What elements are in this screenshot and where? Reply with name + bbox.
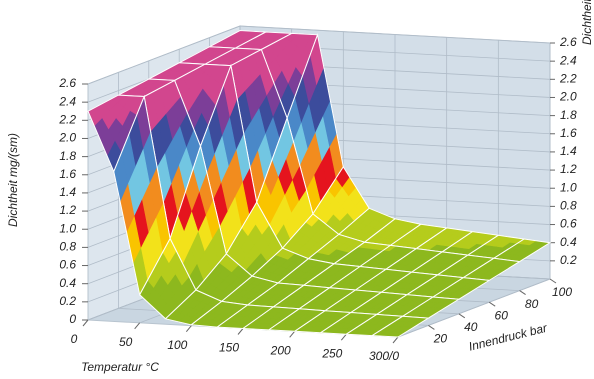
surface-cell xyxy=(370,315,430,338)
x-tick-label: 0 xyxy=(71,332,78,346)
surface-cell xyxy=(312,165,370,236)
surface-cell xyxy=(241,306,301,331)
surface-cell xyxy=(276,258,336,286)
z2-tick-label: 0.4 xyxy=(560,235,577,249)
x-tick xyxy=(289,331,296,338)
y-axis-title: Innendruck bar xyxy=(467,320,549,353)
surface-cell xyxy=(87,94,145,173)
surface-cell xyxy=(302,263,362,289)
surface-cell xyxy=(318,311,379,335)
y-tick xyxy=(458,313,466,319)
surface-cell xyxy=(189,300,249,328)
z-tick-label: 2.0 xyxy=(58,131,76,145)
grid-line xyxy=(397,278,551,338)
surface-cell xyxy=(143,79,202,239)
surface-cell xyxy=(251,247,310,284)
surface-cell xyxy=(358,244,418,270)
z-tick-label: 0.8 xyxy=(59,240,76,254)
surface-cell xyxy=(281,213,340,260)
surface-cell xyxy=(256,116,314,250)
z2-tick-label: 2.4 xyxy=(559,53,577,67)
x-tick-label: 150 xyxy=(219,341,239,355)
z2-tick-label: 2.6 xyxy=(559,35,577,49)
z-axis-title: Dichtheit mg/(sm) xyxy=(6,133,20,227)
z-tick-label: 2.2 xyxy=(58,112,76,126)
z-tick-label: 1.0 xyxy=(59,221,76,235)
surface-cell xyxy=(337,207,396,243)
x-tick-label: 300/0 xyxy=(369,349,399,363)
surface-cell xyxy=(461,257,522,281)
z-tick-label: 0.6 xyxy=(59,258,76,272)
z2-tick-label: 1.0 xyxy=(560,180,577,194)
y-tick xyxy=(519,290,526,296)
z2-axis-title: Dichtheit mg/(sm) xyxy=(580,0,594,45)
x-tick-label: 250 xyxy=(321,346,342,360)
z-tick-label: 1.4 xyxy=(59,185,76,199)
surface-grid xyxy=(370,315,430,338)
surface-cell xyxy=(323,289,383,314)
surface-cell xyxy=(466,234,526,259)
z-tick-label: 0.4 xyxy=(59,276,76,290)
surface-cell xyxy=(169,144,227,291)
y-tick-label: 100 xyxy=(552,285,572,299)
y-tick-label: 40 xyxy=(464,320,478,334)
z-tick-label: 0.2 xyxy=(59,294,76,308)
x-tick xyxy=(237,328,244,335)
x-tick-label: 100 xyxy=(167,338,187,352)
y-tick-label: 20 xyxy=(433,332,448,346)
y-tick-label: 60 xyxy=(495,308,509,322)
z2-tick-label: 0.8 xyxy=(560,199,577,213)
surface-cell xyxy=(173,63,232,148)
x-tick xyxy=(82,319,89,327)
y-tick xyxy=(549,278,557,284)
z-tick-label: 0 xyxy=(69,312,76,326)
surface-cell xyxy=(405,274,465,298)
surface-cell xyxy=(492,238,552,263)
y-tick xyxy=(428,324,435,330)
z2-tick-label: 1.2 xyxy=(560,162,577,176)
z2-tick-label: 2.0 xyxy=(559,90,577,104)
z2-tick-label: 0.2 xyxy=(560,253,577,267)
surface-cell xyxy=(195,253,253,302)
surface-cell xyxy=(431,277,491,300)
x-tick xyxy=(392,336,399,344)
y-tick xyxy=(488,301,496,307)
surface-cell xyxy=(215,304,275,330)
x-tick xyxy=(185,325,192,332)
z-tick-label: 2.4 xyxy=(58,94,76,108)
z2-tick-label: 2.2 xyxy=(559,71,577,85)
x-tick xyxy=(340,333,347,341)
surface-cell xyxy=(230,48,288,205)
z-tick-label: 2.6 xyxy=(58,76,76,90)
z-tick-label: 1.2 xyxy=(59,203,76,217)
surface-cell xyxy=(199,63,258,256)
surface-cell xyxy=(440,231,500,256)
z2-tick-label: 1.6 xyxy=(560,126,577,140)
surface-cell xyxy=(116,78,177,98)
z-tick-label: 1.8 xyxy=(59,149,76,163)
surface-cell xyxy=(297,287,357,312)
z2-tick-label: 1.4 xyxy=(560,144,577,158)
grid-line xyxy=(87,25,241,85)
surface-cell xyxy=(177,46,238,65)
x-axis-title: Temperatur °C xyxy=(81,360,159,374)
z-tick-label: 1.6 xyxy=(59,167,76,181)
surface-cell xyxy=(286,32,344,216)
surface-cell xyxy=(328,265,388,291)
x-tick xyxy=(134,322,141,330)
surface-cell xyxy=(113,94,171,297)
z2-tick-label: 1.8 xyxy=(560,108,577,122)
x-tick-label: 50 xyxy=(119,335,133,349)
surface-cell xyxy=(384,248,444,273)
surface-cell xyxy=(267,308,327,332)
y-tick-label: 80 xyxy=(525,297,539,311)
surface-cell xyxy=(271,284,332,310)
x-tick-label: 200 xyxy=(270,344,291,358)
surface xyxy=(87,29,552,338)
z2-tick-label: 0.6 xyxy=(560,217,577,231)
